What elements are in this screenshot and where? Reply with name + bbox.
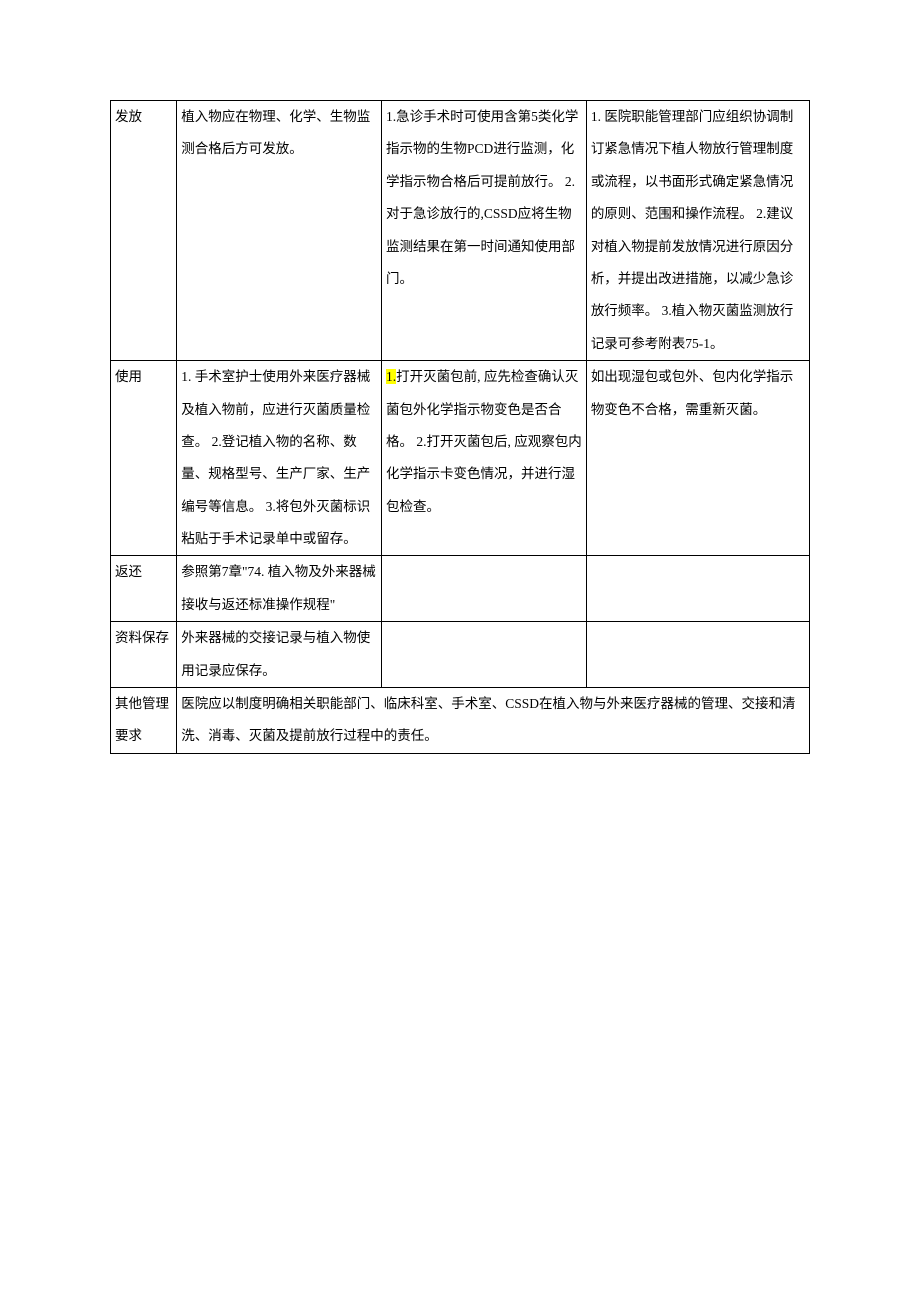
main-table: 发放 植入物应在物理、化学、生物监测合格后方可发放。 1.急诊手术时可使用含第5…	[110, 100, 810, 754]
cell-content: 1.打开灭菌包前, 应先检查确认灭菌包外化学指示物变色是否合格。 2.打开灭菌包…	[382, 361, 587, 556]
highlighted-text: 1.	[386, 369, 396, 384]
cell-content: 植入物应在物理、化学、生物监测合格后方可发放。	[177, 101, 382, 361]
cell-stage: 其他管理要求	[111, 688, 177, 754]
cell-content: 1. 医院职能管理部门应组织协调制订紧急情况下植人物放行管理制度或流程，以书面形…	[586, 101, 809, 361]
cell-content: 1. 手术室护士使用外来医疗器械及植入物前，应进行灭菌质量检查。 2.登记植入物…	[177, 361, 382, 556]
document-page: 发放 植入物应在物理、化学、生物监测合格后方可发放。 1.急诊手术时可使用含第5…	[0, 0, 920, 814]
table-row: 发放 植入物应在物理、化学、生物监测合格后方可发放。 1.急诊手术时可使用含第5…	[111, 101, 810, 361]
cell-content: 参照第7章"74. 植入物及外来器械接收与返还标准操作规程"	[177, 556, 382, 622]
table-row: 资料保存 外来器械的交接记录与植入物使用记录应保存。	[111, 622, 810, 688]
cell-content	[586, 622, 809, 688]
cell-merged-content: 医院应以制度明确相关职能部门、临床科室、手术室、CSSD在植入物与外来医疗器械的…	[177, 688, 810, 754]
cell-content	[382, 622, 587, 688]
cell-content: 如出现湿包或包外、包内化学指示物变色不合格，需重新灭菌。	[586, 361, 809, 556]
cell-content	[382, 556, 587, 622]
cell-content: 1.急诊手术时可使用含第5类化学指示物的生物PCD进行监测，化学指示物合格后可提…	[382, 101, 587, 361]
cell-content	[586, 556, 809, 622]
cell-stage: 资料保存	[111, 622, 177, 688]
table-row: 其他管理要求 医院应以制度明确相关职能部门、临床科室、手术室、CSSD在植入物与…	[111, 688, 810, 754]
cell-stage: 返还	[111, 556, 177, 622]
table-row: 返还 参照第7章"74. 植入物及外来器械接收与返还标准操作规程"	[111, 556, 810, 622]
table-row: 使用 1. 手术室护士使用外来医疗器械及植入物前，应进行灭菌质量检查。 2.登记…	[111, 361, 810, 556]
cell-stage: 发放	[111, 101, 177, 361]
cell-text: 打开灭菌包前, 应先检查确认灭菌包外化学指示物变色是否合格。 2.打开灭菌包后,…	[386, 369, 582, 514]
cell-stage: 使用	[111, 361, 177, 556]
cell-content: 外来器械的交接记录与植入物使用记录应保存。	[177, 622, 382, 688]
